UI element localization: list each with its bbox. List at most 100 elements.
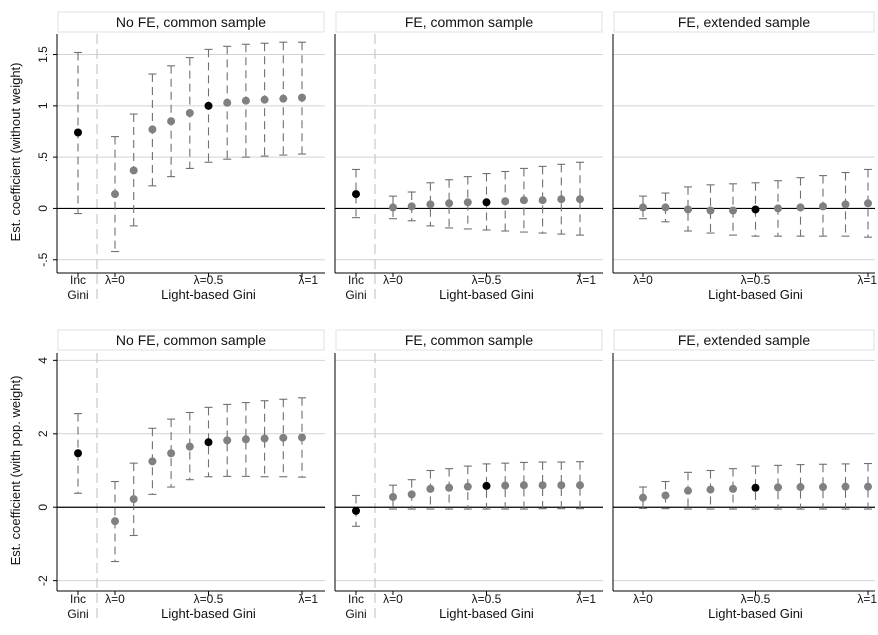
y-tick-label: 4	[36, 357, 50, 364]
light-gini-point	[819, 483, 827, 492]
x-tick-label: λ=1	[857, 273, 877, 287]
light-gini-point	[298, 93, 306, 102]
light-gini-point	[661, 203, 670, 212]
light-gini-point	[557, 195, 566, 204]
light-gini-point	[729, 484, 737, 493]
light-gini-point	[148, 457, 157, 466]
light-gini-point	[501, 197, 510, 206]
panel-2-3: FE, extended sample λ=0 λ=0.5 λ=1 Light-base…	[612, 329, 877, 621]
x-tick-label: λ=0.5	[741, 273, 771, 287]
light-gini-point	[426, 484, 435, 493]
x-axis-label: Light-based Gini	[161, 606, 256, 621]
light-gini-point	[463, 482, 472, 491]
light-gini-point	[706, 485, 715, 494]
y-tick-label: 1.5	[36, 46, 50, 63]
panel-title-box	[335, 11, 603, 33]
light-gini-point	[706, 206, 715, 215]
panel-title-box	[335, 329, 603, 351]
light-gini-point	[407, 490, 416, 499]
light-gini-point	[445, 483, 454, 492]
x-tick-label: λ=1	[576, 592, 596, 606]
light-gini-point	[639, 203, 647, 212]
light-gini-point	[841, 482, 850, 491]
light-gini-point	[279, 94, 288, 103]
light-gini-point	[111, 190, 119, 199]
light-gini-point	[298, 433, 306, 442]
x-tick-label: λ=0	[105, 273, 125, 287]
x-tick-label: λ=1	[298, 592, 318, 606]
x-tick-label: λ=0.5	[194, 273, 224, 287]
light-gini-point	[185, 109, 194, 118]
y-tick-label: -2	[36, 575, 50, 586]
panel-title-box	[57, 329, 325, 351]
light-gini-point	[129, 166, 138, 175]
inc-gini-point	[74, 128, 82, 137]
inc-gini-point	[352, 506, 360, 515]
y-tick-label: 1	[36, 102, 50, 109]
light-gini-point	[389, 492, 397, 501]
light-gini-point	[729, 206, 737, 215]
light-gini-point	[557, 481, 566, 490]
inc-gini-point	[74, 449, 82, 458]
x-axis-label: Light-based Gini	[161, 287, 256, 302]
x-tick-label-inc: Inc	[70, 592, 86, 606]
light-gini-point	[774, 483, 782, 492]
x-tick-label: λ=0	[383, 592, 403, 606]
light-gini-point	[774, 204, 782, 213]
x-tick-label-inc: Inc	[348, 592, 364, 606]
panel-title-box	[57, 11, 325, 33]
light-gini-point	[407, 202, 416, 211]
panel-title: FE, extended sample	[678, 14, 811, 30]
y-tick-label: 2	[36, 430, 50, 437]
light-gini-point	[463, 198, 472, 207]
light-gini-point	[167, 117, 176, 126]
light-gini-point	[260, 434, 269, 443]
light-gini-point	[241, 96, 250, 105]
light-gini-point	[519, 481, 528, 490]
light-gini-point	[639, 493, 647, 502]
light-gini-point	[111, 517, 119, 526]
x-tick-label: λ=0	[105, 592, 125, 606]
y-axis-label: Est. coefficient (with pop. weight)	[8, 376, 23, 566]
y-tick-label: 0	[36, 205, 50, 212]
panel-title: No FE, common sample	[116, 332, 266, 348]
light-gini-point	[426, 200, 435, 209]
x-axis-label: Light-based Gini	[708, 287, 803, 302]
x-tick-label-gini: Gini	[67, 288, 88, 302]
light-gini-point	[576, 481, 584, 490]
x-tick-label-gini: Gini	[345, 288, 366, 302]
inc-gini-point	[352, 190, 360, 199]
x-tick-label: λ=0.5	[472, 273, 502, 287]
light-gini-point	[864, 482, 872, 491]
light-gini-point-highlight	[482, 198, 491, 207]
light-gini-point	[223, 436, 232, 445]
y-axis-label: Est. coefficient (without weight)	[8, 63, 23, 242]
light-gini-point-highlight	[204, 101, 213, 110]
x-axis-label: Light-based Gini	[708, 606, 803, 621]
light-gini-point	[279, 433, 288, 442]
light-gini-point	[796, 203, 805, 212]
x-tick-label: λ=0.5	[472, 592, 502, 606]
light-gini-point-highlight	[482, 481, 491, 490]
x-tick-label: λ=0	[633, 273, 653, 287]
light-gini-point	[841, 200, 850, 209]
panel-title-box	[613, 329, 875, 351]
light-gini-point	[538, 481, 547, 490]
panel-title: FE, common sample	[405, 14, 534, 30]
light-gini-point	[576, 195, 584, 204]
light-gini-point-highlight	[751, 205, 760, 214]
light-gini-point	[148, 125, 157, 134]
x-tick-label: λ=0.5	[194, 592, 224, 606]
x-tick-label: λ=1	[576, 273, 596, 287]
light-gini-point	[129, 495, 138, 504]
panel-title: FE, common sample	[405, 332, 534, 348]
light-gini-point	[684, 205, 692, 214]
y-tick-label: 0	[36, 504, 50, 511]
x-tick-label-gini: Gini	[345, 607, 366, 621]
x-tick-label: λ=0	[633, 592, 653, 606]
light-gini-point-highlight	[751, 483, 760, 492]
